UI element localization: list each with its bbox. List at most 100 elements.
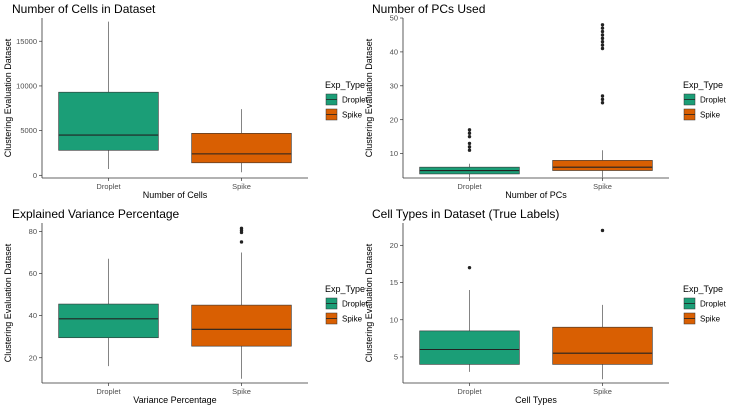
x-tick-label: Spike [232, 387, 251, 396]
box-spike [552, 228, 653, 380]
y-tick-label: 40 [390, 47, 398, 56]
legend-title: Exp_Type [683, 284, 723, 294]
legend-title: Exp_Type [325, 80, 365, 90]
chart-panel-1: Number of Cells in Dataset 0 5000 10000 1500… [3, 2, 369, 200]
y-tick-label: 30 [390, 81, 398, 90]
box-spike [552, 23, 653, 178]
y-tick-label: 20 [29, 353, 37, 362]
outlier-point [467, 148, 472, 152]
legend-key-droplet: Droplet [683, 93, 727, 106]
legend-label: Droplet [700, 96, 727, 105]
x-tick-label: Droplet [96, 182, 121, 191]
legend-title: Exp_Type [325, 284, 365, 294]
legend-key-droplet: Droplet [683, 297, 727, 310]
y-tick-label: 80 [29, 227, 37, 236]
outlier-point [600, 94, 605, 98]
outlier-point [600, 29, 605, 34]
y-tick-label: 20 [390, 115, 398, 124]
outlier-point [600, 33, 605, 37]
legend-label: Droplet [342, 96, 369, 105]
legend-label: Droplet [342, 300, 369, 309]
legend: Exp_Type Droplet Spike [683, 284, 727, 325]
box-spike [191, 226, 292, 379]
box-iqr [58, 303, 159, 339]
x-axis-title: Number of PCs [505, 190, 567, 200]
y-tick-label: 10 [390, 315, 398, 324]
box-iqr [552, 160, 653, 171]
chart-title: Cell Types in Dataset (True Labels) [372, 207, 559, 221]
legend-label: Droplet [700, 300, 727, 309]
x-axis-title: Variance Percentage [133, 395, 216, 405]
legend-label: Spike [342, 111, 363, 120]
outlier-point [600, 40, 605, 44]
y-tick-label: 5 [394, 353, 398, 362]
x-tick-label: Spike [593, 387, 612, 396]
legend-key-droplet: Droplet [325, 93, 369, 106]
chart-panel-2: Number of PCs Used 10 20 30 40 50 Droplet Spike… [364, 2, 727, 200]
box-iqr [191, 133, 292, 164]
box-iqr [552, 326, 653, 365]
box-iqr [191, 304, 292, 347]
box-spike [191, 109, 292, 173]
outlier-point [467, 131, 472, 135]
box-iqr [58, 91, 159, 151]
outlier-point [600, 101, 605, 105]
x-tick-label: Droplet [96, 387, 121, 396]
legend-label: Spike [700, 111, 721, 120]
x-tick-label: Droplet [457, 182, 482, 191]
legend: Exp_Type Droplet Spike [683, 80, 727, 121]
y-axis-title: Clustering Evaluation Dataset [3, 243, 13, 362]
legend-key-spike: Spike [325, 108, 363, 121]
chart-panel-4: Cell Types in Dataset (True Labels) 5 10 15… [364, 207, 727, 405]
outlier-point [467, 145, 472, 149]
outlier-point [600, 46, 605, 51]
outlier-point [467, 265, 472, 270]
box-droplet [419, 265, 520, 372]
x-tick-label: Spike [593, 182, 612, 191]
y-axis-title: Clustering Evaluation Dataset [3, 38, 13, 157]
legend-key-spike: Spike [683, 312, 721, 325]
outlier-point [467, 134, 472, 139]
y-axis-title: Clustering Evaluation Dataset [364, 243, 374, 362]
x-axis-title: Cell Types [515, 395, 557, 405]
outlier-point [600, 97, 605, 102]
chart-panel-3: Explained Variance Percentage 20 40 60 80 Dro… [3, 207, 369, 405]
legend-label: Spike [342, 315, 363, 324]
legend-title: Exp_Type [683, 80, 723, 90]
x-axis-title: Number of Cells [143, 190, 208, 200]
box-iqr [419, 330, 520, 365]
legend-key-spike: Spike [683, 108, 721, 121]
outlier-point [467, 141, 472, 146]
y-tick-label: 20 [390, 241, 398, 250]
chart-title: Explained Variance Percentage [12, 207, 180, 221]
outlier-point [239, 226, 244, 230]
y-tick-label: 60 [29, 269, 37, 278]
legend: Exp_Type Droplet Spike [325, 284, 369, 325]
box-droplet [419, 128, 520, 178]
y-tick-label: 40 [29, 311, 37, 320]
chart-title: Number of Cells in Dataset [12, 2, 156, 16]
chart-title: Number of PCs Used [372, 2, 485, 16]
y-tick-label: 15000 [16, 37, 37, 46]
outlier-point [467, 128, 472, 132]
outlier-point [600, 26, 605, 30]
box-droplet [58, 21, 159, 170]
y-tick-label: 10 [390, 149, 398, 158]
legend-label: Spike [700, 315, 721, 324]
y-tick-label: 50 [390, 14, 398, 23]
y-tick-label: 15 [390, 278, 398, 287]
legend: Exp_Type Droplet Spike [325, 80, 369, 121]
y-tick-label: 0 [33, 171, 37, 180]
legend-key-spike: Spike [325, 312, 363, 325]
legend-key-droplet: Droplet [325, 297, 369, 310]
x-tick-label: Spike [232, 182, 251, 191]
outlier-point [600, 36, 605, 41]
y-axis-title: Clustering Evaluation Dataset [364, 38, 374, 157]
outlier-point [239, 240, 244, 244]
box-droplet [58, 258, 159, 367]
y-tick-label: 10000 [16, 82, 37, 91]
outlier-point [600, 23, 605, 27]
x-tick-label: Droplet [457, 387, 482, 396]
outlier-point [600, 228, 605, 233]
